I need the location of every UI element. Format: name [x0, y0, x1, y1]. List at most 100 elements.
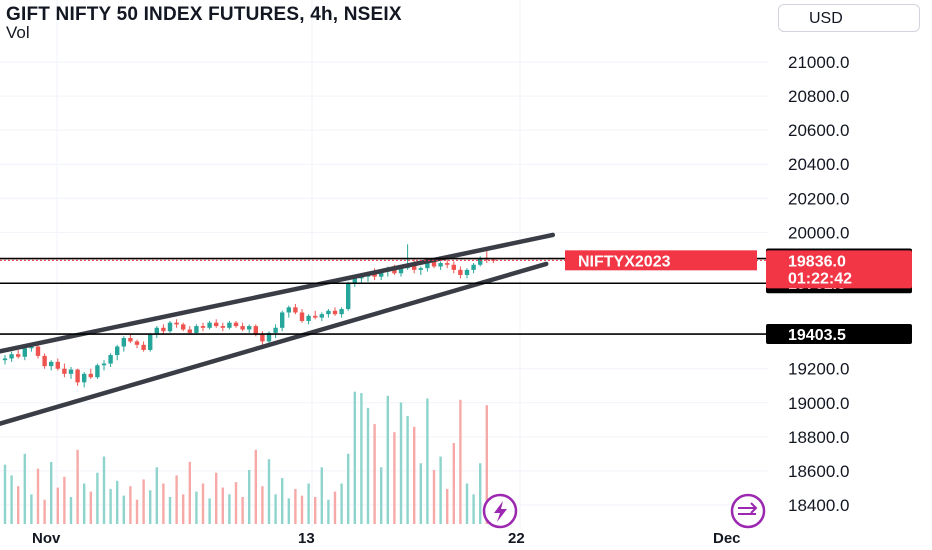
- trendlines: [0, 232, 556, 426]
- volume-bar: [142, 479, 145, 524]
- volume-bar: [122, 495, 125, 524]
- volume-bar: [479, 463, 482, 524]
- volume-bar: [182, 494, 185, 524]
- price-axis: 21000.0 20800.0 20600.0 20400.0 20200.0 20000…: [788, 53, 849, 515]
- candle-body: [161, 327, 166, 332]
- volume-bar: [347, 453, 350, 524]
- candle-body: [42, 355, 47, 367]
- volume-bar: [340, 483, 343, 524]
- volume-bar: [10, 475, 13, 524]
- volume-bar: [116, 480, 119, 524]
- candle-body: [29, 346, 34, 349]
- currency-selector[interactable]: USD: [778, 4, 920, 32]
- volume-bar: [380, 467, 383, 524]
- candle-body: [273, 327, 278, 333]
- last-price-value: 19836.0: [788, 253, 846, 270]
- candle-body: [425, 261, 430, 269]
- volume-bar: [175, 475, 178, 524]
- volume-bar: [373, 424, 376, 524]
- volume-bar: [413, 426, 416, 524]
- candle-body: [75, 369, 80, 383]
- volume-bar: [109, 488, 112, 524]
- candle-body: [148, 334, 153, 350]
- candle-body: [200, 326, 206, 328]
- volume-bar: [188, 461, 191, 524]
- volume-bar: [459, 399, 462, 524]
- volume-bar: [201, 483, 205, 524]
- candle-body: [451, 264, 456, 270]
- volume-bar: [162, 483, 165, 524]
- lightning-glyph: [494, 501, 507, 522]
- volume-bar: [3, 464, 7, 524]
- horizontal-line-label: 19403.5: [788, 327, 846, 344]
- candle-body: [379, 271, 384, 277]
- chart-title[interactable]: GIFT NIFTY 50 INDEX FUTURES, 4h, NSEIX: [6, 4, 402, 25]
- candle-body: [293, 307, 298, 313]
- candle-body: [266, 332, 272, 342]
- y-tick-label: 21000.0: [788, 53, 849, 72]
- candle-body: [154, 327, 159, 335]
- volume-bar: [254, 449, 257, 524]
- candle-body: [214, 322, 219, 327]
- time-axis: Nov 13 22 Dec: [32, 530, 741, 547]
- volume-bar: [446, 488, 449, 524]
- candle-body: [101, 363, 107, 366]
- x-tick-label: 22: [508, 530, 525, 547]
- volume-bar: [393, 432, 396, 524]
- candle-body: [445, 263, 450, 265]
- volume-bar: [241, 497, 244, 524]
- candle-body: [478, 257, 483, 265]
- arrow-glyph: [738, 502, 758, 515]
- volume-bar: [274, 494, 277, 524]
- candle-body: [95, 365, 100, 378]
- volume-bar: [195, 491, 198, 524]
- volume-bar: [17, 486, 20, 524]
- candle-body: [174, 322, 179, 325]
- volume-bar: [472, 494, 475, 524]
- candle-body: [115, 346, 120, 356]
- candle-body: [194, 326, 199, 333]
- volume-bar: [215, 472, 218, 524]
- candle-body: [35, 346, 41, 356]
- candle-body: [286, 307, 291, 313]
- candle-body: [332, 310, 338, 315]
- candle-body: [247, 326, 252, 330]
- volume-bar: [149, 490, 152, 524]
- y-tick-label: 18400.0: [788, 496, 849, 515]
- volume-bar: [228, 494, 231, 524]
- volume-bar: [327, 499, 330, 524]
- volume-bar: [23, 453, 26, 524]
- x-tick-label: Nov: [32, 530, 61, 547]
- candle-body: [55, 361, 60, 369]
- volume-bar: [267, 459, 271, 524]
- candle-body: [372, 273, 377, 277]
- trendline-lower: [0, 261, 549, 426]
- timeline-icons: [482, 493, 766, 529]
- candle-body: [431, 261, 437, 267]
- candle-body: [253, 326, 258, 335]
- candle-body: [128, 338, 133, 342]
- candle-body: [418, 268, 423, 270]
- volume-bar: [248, 470, 251, 524]
- volume-bar: [294, 488, 297, 524]
- candle-body: [121, 338, 126, 347]
- volume-bar: [96, 472, 99, 524]
- y-tick-label: 20600.0: [788, 121, 849, 140]
- candle-body: [181, 324, 186, 330]
- candle-body: [412, 264, 417, 270]
- volume-bars: [3, 391, 495, 524]
- candle-body: [9, 354, 14, 359]
- candle-body: [62, 368, 67, 374]
- candle-body: [346, 283, 351, 310]
- candle-body: [220, 326, 225, 328]
- y-tick-label: 18600.0: [788, 462, 849, 481]
- volume-bar: [129, 486, 132, 524]
- volume-bar: [281, 478, 284, 524]
- chart-grid: [0, 0, 768, 528]
- countdown: 01:22:42: [788, 270, 852, 287]
- candle-body: [438, 263, 443, 267]
- arrow-icon: [730, 493, 766, 529]
- volume-label[interactable]: Vol: [6, 23, 30, 42]
- candle-body: [471, 264, 476, 270]
